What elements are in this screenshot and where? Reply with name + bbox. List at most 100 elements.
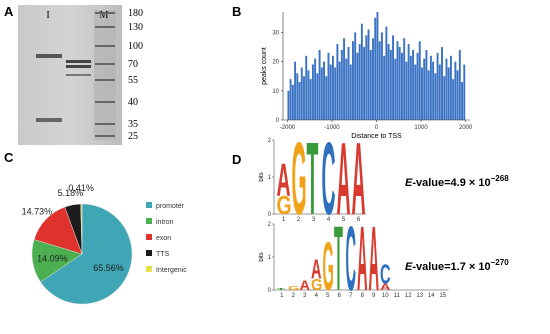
bar xyxy=(369,49,372,120)
y-tick-label: 0 xyxy=(276,118,280,124)
bar xyxy=(363,47,366,121)
bar xyxy=(409,55,412,120)
bar xyxy=(325,76,328,120)
e-value-text: -value=4.9 × 10 xyxy=(412,177,490,189)
bar xyxy=(365,35,368,121)
bar xyxy=(303,76,305,120)
pie-slice xyxy=(40,203,133,305)
e-value-italic: E xyxy=(405,177,413,189)
bar xyxy=(396,41,399,120)
y-tick-label: 2 xyxy=(268,138,272,144)
marker-label: 100 xyxy=(128,41,143,52)
e-value-exponent: −270 xyxy=(491,258,510,267)
bar xyxy=(403,38,406,120)
marker-band xyxy=(95,101,115,103)
bar xyxy=(407,44,410,120)
logo-letter: A xyxy=(277,154,291,206)
gel-band xyxy=(66,74,91,76)
logo-letter: T xyxy=(307,121,319,236)
e-value: E-value=4.9 × 10−268 xyxy=(405,174,509,189)
bar xyxy=(298,82,301,120)
bar xyxy=(311,64,314,120)
panel-label: D xyxy=(232,152,241,167)
bar xyxy=(385,26,388,120)
y-tick-label: 1 xyxy=(268,175,272,181)
bar xyxy=(358,44,361,120)
bar xyxy=(449,55,452,120)
legend-swatch xyxy=(146,234,152,240)
gel-band xyxy=(36,54,62,58)
logo-letter: T xyxy=(277,288,287,290)
y-tick-label: 20 xyxy=(272,60,279,66)
position-label: 8 xyxy=(361,293,365,299)
legend-label: Intergenic xyxy=(156,267,187,274)
marker-label: 180 xyxy=(128,8,143,19)
bar xyxy=(327,52,330,120)
logo-letter: A xyxy=(369,208,380,310)
position-label: 10 xyxy=(382,293,389,299)
bar xyxy=(414,64,417,120)
bar xyxy=(323,61,325,120)
position-label: 4 xyxy=(315,293,319,299)
logo-letter: A xyxy=(311,253,322,284)
position-label: 6 xyxy=(338,293,342,299)
x-tick-label: 0 xyxy=(375,125,379,131)
bar xyxy=(347,47,350,121)
panel-label: A xyxy=(4,4,14,19)
bar xyxy=(447,67,450,120)
x-tick-label: -2000 xyxy=(280,125,296,131)
position-label: 5 xyxy=(342,217,346,223)
legend-label: exon xyxy=(156,235,171,242)
position-label: 6 xyxy=(357,217,361,223)
bar xyxy=(432,61,435,120)
bar xyxy=(331,55,334,120)
legend-label: promoter xyxy=(156,203,185,210)
bar xyxy=(436,52,439,120)
pie-slice xyxy=(80,203,83,255)
x-tick-label: -1000 xyxy=(324,125,340,131)
logo-letter: T xyxy=(334,208,343,310)
logo-letter: G xyxy=(311,276,322,294)
bar xyxy=(349,64,352,120)
panel-label: C xyxy=(4,150,14,165)
e-value-exponent: −268 xyxy=(491,174,510,183)
e-value-italic: E xyxy=(405,261,413,273)
bar xyxy=(356,52,359,120)
bar xyxy=(309,79,312,120)
panel-c: C 65.56% promoter 14.09% intron 14.73% exon 5.1… xyxy=(4,150,187,305)
gel-band xyxy=(66,60,91,63)
position-label: 1 xyxy=(282,217,286,223)
bar xyxy=(387,44,390,120)
legend-swatch xyxy=(146,218,152,224)
bar xyxy=(372,38,374,120)
legend-label: TTS xyxy=(156,251,170,258)
gel-band xyxy=(66,65,91,68)
bar xyxy=(316,73,319,120)
bar xyxy=(374,17,377,120)
logo-letter: C xyxy=(380,258,391,289)
bar xyxy=(452,79,455,120)
bar xyxy=(416,52,419,120)
bar xyxy=(338,61,341,120)
position-label: 2 xyxy=(297,217,301,223)
bar xyxy=(305,55,308,120)
y-tick-label: 10 xyxy=(272,89,279,95)
logo-letter: G xyxy=(292,121,307,236)
x-axis-label: Distance to TSS xyxy=(351,133,402,140)
marker-band xyxy=(95,45,115,47)
marker-label: 35 xyxy=(128,119,138,130)
bar xyxy=(394,58,397,120)
bar xyxy=(425,49,428,120)
marker-label: 40 xyxy=(128,97,138,108)
marker-label: 130 xyxy=(128,22,143,33)
y-tick-label: 2 xyxy=(268,222,272,228)
y-tick-label: 0 xyxy=(268,288,272,294)
marker-label: 25 xyxy=(128,131,138,142)
position-label: 12 xyxy=(405,293,412,299)
bar xyxy=(307,70,310,120)
pie-value-label: 65.56% xyxy=(93,263,124,273)
e-value-text: -value=1.7 × 10 xyxy=(412,261,490,273)
position-label: 14 xyxy=(428,293,435,299)
position-label: 15 xyxy=(439,293,446,299)
y-axis-label: peaks count xyxy=(261,47,268,85)
